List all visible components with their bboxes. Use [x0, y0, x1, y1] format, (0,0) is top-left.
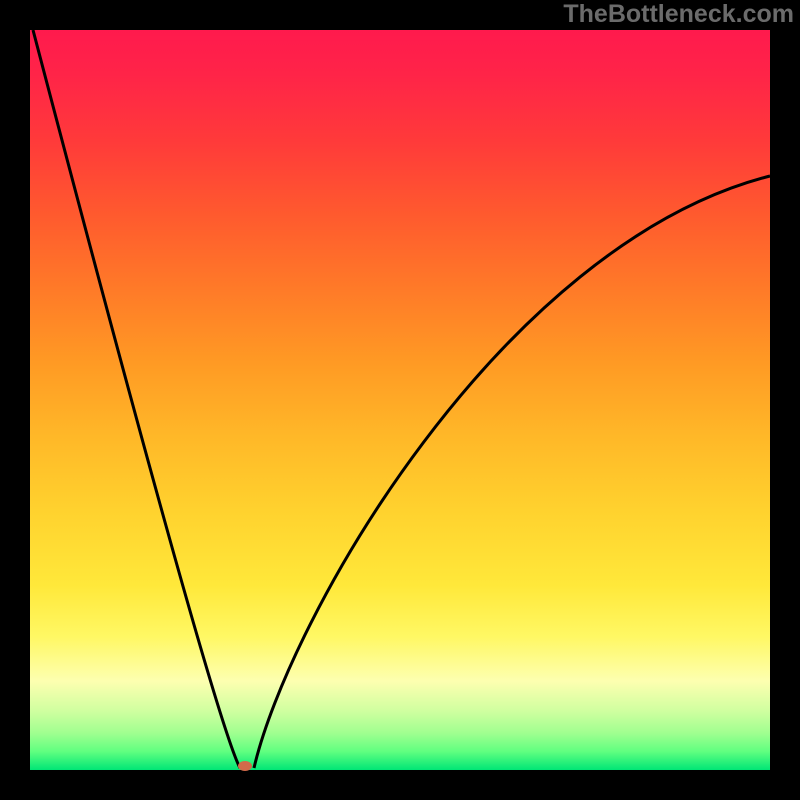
chart-root: TheBottleneck.com: [0, 0, 800, 800]
watermark-text: TheBottleneck.com: [563, 0, 794, 29]
chart-frame-border: [0, 0, 800, 800]
